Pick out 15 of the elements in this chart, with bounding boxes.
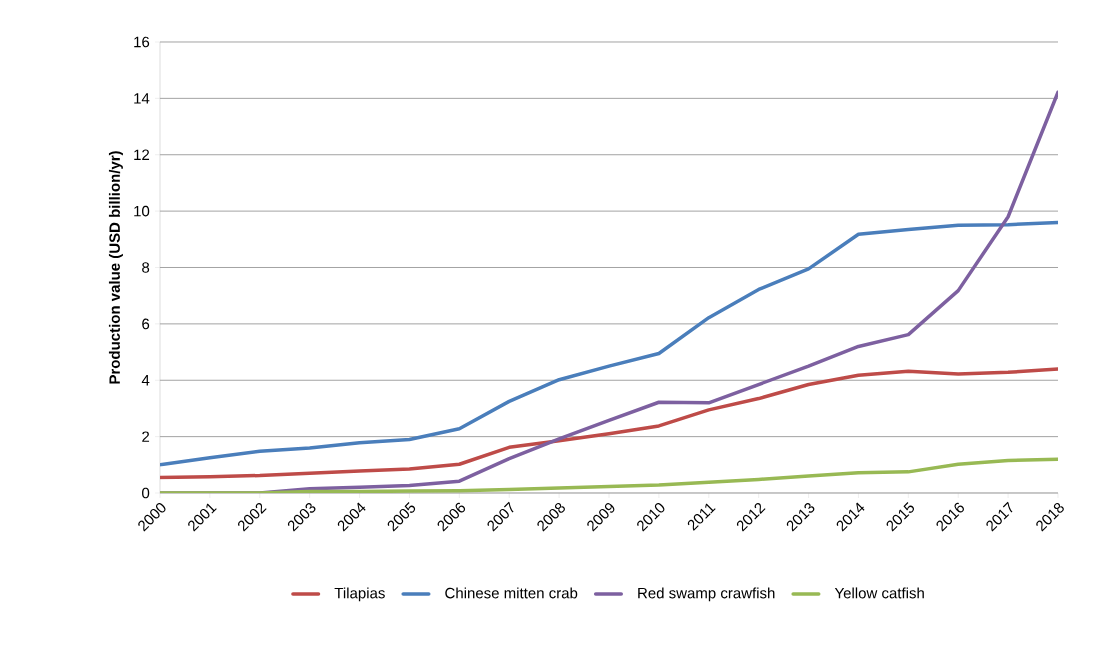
y-tick-label: 14 xyxy=(134,93,150,104)
y-tick-label: 8 xyxy=(142,262,150,273)
legend-label: Tilapias xyxy=(334,587,385,602)
legend-label: Yellow catfish xyxy=(834,587,924,599)
y-axis-title: Production value (USD billion/yr) xyxy=(108,151,123,384)
y-tick-label: 12 xyxy=(134,149,150,160)
legend-label: Red swamp crawfish xyxy=(638,587,775,602)
y-tick-label: 4 xyxy=(141,375,150,386)
line-series xyxy=(160,220,1059,467)
y-tick-label: 0 xyxy=(142,487,150,499)
y-tick-label: 2 xyxy=(142,431,150,442)
legend-label: Chinese mitten crab xyxy=(445,587,578,599)
y-tick-label: 10 xyxy=(134,205,150,217)
y-tick-label: 6 xyxy=(142,318,150,330)
y-tick-label: 16 xyxy=(134,36,150,48)
